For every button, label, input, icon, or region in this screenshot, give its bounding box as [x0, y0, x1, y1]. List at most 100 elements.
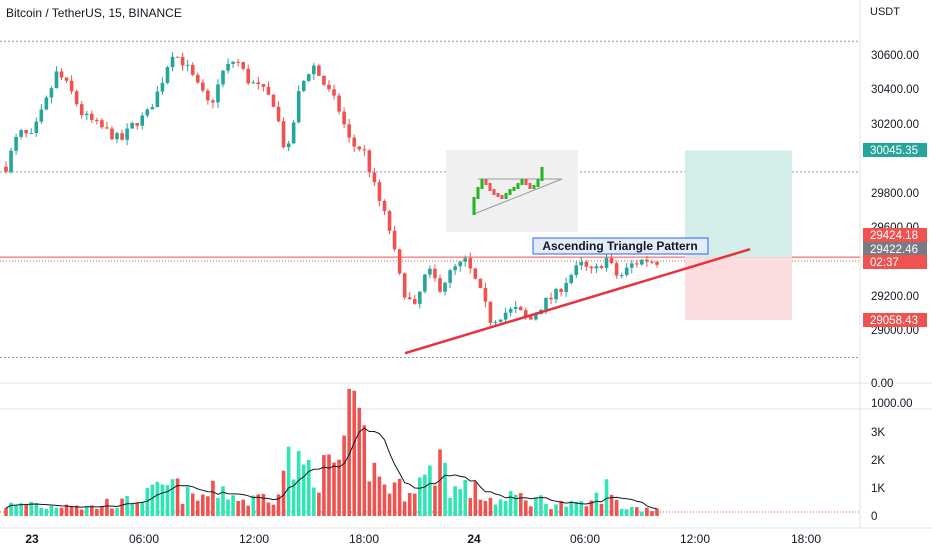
volume-bar: [125, 495, 129, 516]
volume-bar: [629, 507, 634, 516]
candle-down: [64, 77, 69, 81]
candle-down: [342, 111, 346, 125]
volume-bar: [140, 502, 145, 516]
candle-down: [281, 121, 286, 148]
volume-bar: [115, 508, 119, 516]
volume-bar: [614, 500, 619, 516]
volume-bar: [201, 494, 205, 516]
volume-bar: [382, 484, 387, 516]
volume-bar: [276, 494, 281, 516]
volume-tick-label: 1000.00: [871, 398, 913, 410]
candle-down: [347, 124, 351, 138]
candle-up: [418, 291, 422, 304]
candle-up: [140, 115, 145, 126]
volume-bar: [105, 498, 109, 516]
volume-bar: [296, 451, 301, 516]
candle-up: [629, 263, 634, 268]
inset-candle: [520, 179, 524, 185]
candle-up: [544, 297, 548, 310]
candle-down: [246, 68, 251, 84]
volume-bar: [332, 462, 336, 516]
candle-up: [296, 90, 301, 123]
volume-bar: [518, 493, 523, 516]
pattern-annotation[interactable]: Ascending Triangle Pattern: [532, 237, 709, 255]
volume-bar: [160, 484, 165, 516]
volume-bar: [286, 446, 291, 516]
symbol-title[interactable]: Bitcoin / TetherUS, 15, BINANCE: [6, 6, 182, 20]
candle-up: [306, 74, 311, 81]
volume-bar: [337, 459, 341, 516]
inset-candle: [472, 197, 476, 215]
volume-bar: [110, 508, 114, 516]
candle-down: [397, 249, 402, 274]
volume-bar: [49, 505, 54, 516]
time-tick-label: 24: [467, 532, 481, 546]
volume-bar: [493, 504, 498, 516]
volume-bar: [407, 493, 412, 516]
candle-down: [206, 90, 210, 101]
stop-loss-zone[interactable]: [685, 257, 792, 320]
inset-support-line: [473, 178, 563, 215]
candle-down: [523, 310, 528, 317]
price-tag-label: 29058.43: [870, 315, 918, 327]
currency-label: USDT: [870, 6, 900, 18]
volume-bar: [645, 507, 649, 516]
time-tick-label: 12:00: [680, 532, 710, 546]
volume-bar: [468, 498, 473, 516]
volume-bar: [84, 506, 89, 516]
price-tag: 30045.35: [863, 143, 927, 157]
candle-down: [599, 266, 604, 268]
candle-down: [635, 263, 639, 265]
volume-bar: [347, 388, 351, 516]
candle-down: [337, 95, 341, 112]
inset-candle: [496, 193, 500, 197]
volume-bar: [39, 507, 44, 516]
volume-bar: [211, 480, 215, 516]
volume-bar: [387, 493, 392, 516]
candle-up: [569, 275, 574, 284]
volume-bar: [185, 486, 190, 516]
price-tag: 29422.46: [863, 242, 927, 256]
candle-up: [226, 63, 230, 71]
volume-bar: [120, 498, 124, 516]
candle-down: [211, 100, 215, 103]
candle-down: [69, 80, 74, 92]
volume-bar: [24, 504, 28, 516]
volume-bar: [473, 481, 478, 516]
volume-bar: [14, 504, 18, 516]
volume-bar: [206, 496, 210, 516]
candle-down: [24, 130, 28, 134]
inset-candle: [516, 183, 520, 189]
volume-bar: [448, 497, 452, 516]
volume-bar: [594, 492, 599, 516]
volume-bar: [574, 501, 579, 516]
candle-down: [322, 75, 326, 85]
volume-tick-label: 2K: [871, 455, 885, 467]
candle-up: [185, 64, 190, 66]
volume-bar: [180, 503, 185, 516]
candle-down: [650, 261, 654, 263]
ascending-trendline[interactable]: [404, 248, 751, 355]
volume-bar: [266, 502, 271, 516]
volume-bar: [534, 497, 538, 516]
volume-bar: [19, 503, 23, 516]
candle-down: [483, 287, 488, 302]
candle-down: [367, 150, 372, 173]
candle-down: [236, 61, 240, 63]
candle-down: [59, 71, 64, 78]
candle-up: [39, 109, 44, 122]
inset-candle: [500, 195, 504, 199]
volume-bar: [291, 479, 296, 516]
time-tick-label: 06:00: [129, 532, 159, 546]
candle-down: [549, 297, 553, 300]
volume-bar: [352, 390, 357, 516]
candle-down: [609, 257, 614, 264]
inset-candle: [480, 179, 484, 189]
price-tick-label: 29800.00: [871, 188, 919, 200]
time-tick-label: 18:00: [349, 532, 379, 546]
candle-up: [513, 306, 518, 309]
volume-bar: [463, 479, 468, 516]
inset-candle: [484, 179, 488, 185]
candle-down: [377, 182, 382, 201]
